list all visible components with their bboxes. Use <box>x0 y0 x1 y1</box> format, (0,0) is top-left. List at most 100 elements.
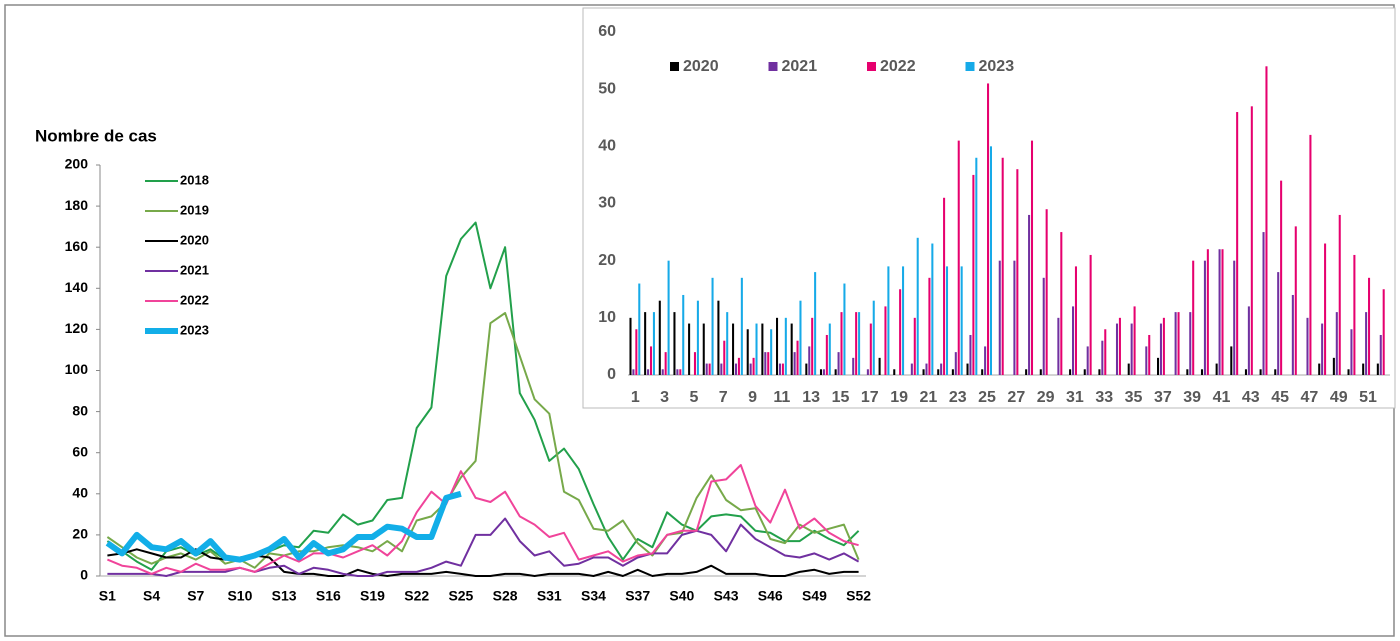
bar <box>1083 369 1086 375</box>
legend-label: 2021 <box>782 58 818 75</box>
bar <box>679 369 682 375</box>
x-tick-label: 47 <box>1301 389 1319 406</box>
y-tick-label: 200 <box>65 156 89 172</box>
x-tick-label: 25 <box>978 389 996 406</box>
bar <box>1074 266 1077 375</box>
legend-label: 2023 <box>180 322 209 337</box>
bar <box>740 277 743 375</box>
bar <box>702 323 705 375</box>
bar <box>828 323 831 375</box>
x-tick-label: 21 <box>920 389 938 406</box>
bar <box>682 294 685 375</box>
bar <box>752 357 755 375</box>
bar <box>1203 260 1206 375</box>
x-tick-label: S49 <box>802 588 827 604</box>
bar <box>972 174 975 375</box>
bar <box>1244 369 1247 375</box>
x-tick-label: 39 <box>1183 389 1201 406</box>
bar <box>767 352 770 375</box>
series-line <box>107 464 859 575</box>
x-tick-label: S43 <box>714 588 739 604</box>
bar <box>1362 363 1365 375</box>
y-tick-label: 160 <box>65 238 89 254</box>
bar <box>1086 346 1089 375</box>
x-tick-label: 31 <box>1066 389 1084 406</box>
y-tick-label: 80 <box>72 402 88 418</box>
bar <box>1218 249 1221 375</box>
legend-label: 2020 <box>683 58 719 75</box>
x-tick-label: S52 <box>846 588 871 604</box>
bar <box>661 369 664 375</box>
x-tick-label: 17 <box>861 389 879 406</box>
bar <box>1174 312 1177 375</box>
bar <box>819 369 823 375</box>
bar <box>960 266 963 375</box>
bar <box>790 323 793 375</box>
y-axis-title: Nombre de cas <box>35 126 157 145</box>
bar <box>1057 317 1060 375</box>
bar <box>1089 254 1092 375</box>
legend-label: 2022 <box>180 292 209 307</box>
bar <box>1259 369 1262 375</box>
x-tick-label: S7 <box>187 588 204 604</box>
x-tick-label: S34 <box>581 588 606 604</box>
x-tick-label: S19 <box>360 588 385 604</box>
bar <box>1277 272 1280 375</box>
y-tick-label: 10 <box>598 309 616 326</box>
x-tick-label: 51 <box>1359 389 1377 406</box>
bar <box>1350 329 1353 375</box>
bar <box>893 369 896 375</box>
x-tick-label: S16 <box>316 588 341 604</box>
bar <box>928 277 931 375</box>
bar <box>1365 312 1368 375</box>
bar <box>1030 140 1034 375</box>
bar <box>717 300 720 375</box>
bar <box>910 363 913 375</box>
x-tick-label: S10 <box>227 588 252 604</box>
x-tick-label: S28 <box>493 588 518 604</box>
bar <box>1104 329 1107 375</box>
bar <box>981 369 984 375</box>
bar <box>676 369 679 375</box>
bar <box>629 317 632 375</box>
x-tick-label: S22 <box>404 588 429 604</box>
bar <box>1280 180 1283 375</box>
bar <box>784 317 787 375</box>
x-tick-label: S13 <box>272 588 297 604</box>
bar <box>808 346 811 375</box>
bar <box>711 277 714 375</box>
x-tick-label: S25 <box>448 588 473 604</box>
bar <box>1115 323 1119 375</box>
x-tick-label: 3 <box>660 389 669 406</box>
bar <box>1072 306 1075 375</box>
bar <box>1101 340 1104 375</box>
bar <box>987 83 990 375</box>
bar <box>1206 249 1209 375</box>
legend-label: 2019 <box>180 202 209 217</box>
y-tick-label: 0 <box>607 366 616 383</box>
x-tick-label: S40 <box>669 588 694 604</box>
x-tick-label: 35 <box>1125 389 1143 406</box>
bar <box>1130 323 1133 375</box>
legend-label: 2023 <box>979 58 1015 75</box>
bar <box>1265 66 1268 376</box>
x-tick-label: 45 <box>1271 389 1289 406</box>
bar <box>825 334 828 375</box>
bar <box>837 352 840 375</box>
bar <box>1200 369 1204 375</box>
x-tick-label: 23 <box>949 389 967 406</box>
bar <box>667 260 670 375</box>
bar <box>755 323 758 375</box>
legend-swatch <box>670 62 679 71</box>
bar <box>940 363 943 375</box>
bar <box>673 312 676 375</box>
bar <box>652 312 655 375</box>
bar <box>1376 363 1379 375</box>
bar <box>734 363 738 375</box>
bar <box>1189 312 1192 375</box>
bar <box>796 340 799 375</box>
bar <box>998 260 1001 375</box>
y-tick-label: 100 <box>65 361 89 377</box>
bar <box>764 352 767 375</box>
